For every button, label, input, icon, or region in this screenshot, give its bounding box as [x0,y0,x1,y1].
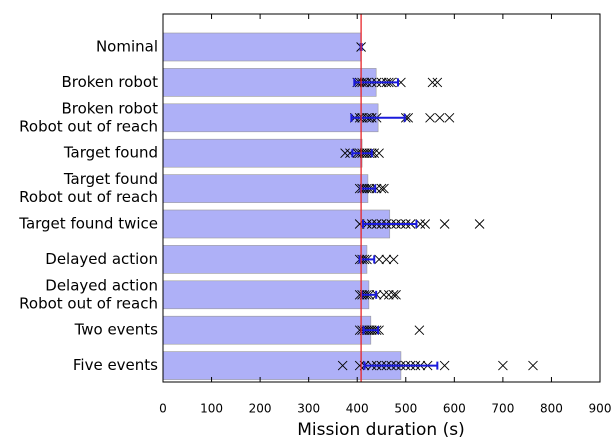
error-bar [350,113,406,122]
y-tick-label: Robot out of reach [19,294,158,312]
point-marker [425,112,435,123]
y-tick-label: Target found [63,170,158,188]
y-tick-label: Robot out of reach [19,188,158,206]
bar [162,174,369,203]
bar [162,245,368,274]
point-marker [376,183,387,194]
y-tick-label: Delayed action [45,250,158,268]
point-marker [439,219,450,229]
point-marker [354,289,365,300]
error-bar [362,326,380,335]
x-tick-label: 800 [540,402,563,416]
error-bar [351,149,373,158]
x-axis-label: Mission duration (s) [297,420,464,439]
point-marker [434,112,445,123]
point-marker [439,360,450,371]
point-marker [374,254,384,265]
x-tick-label: 100 [200,402,223,416]
point-marker [420,219,431,229]
y-tick-label: Broken robot [61,99,158,117]
point-marker [354,360,365,371]
point-marker [388,254,399,265]
error-bar [358,255,376,264]
point-marker [414,325,425,336]
bar [162,103,379,133]
y-tick-label: Robot out of reach [19,117,158,135]
x-tick-label: 500 [394,402,417,416]
point-marker [388,289,399,300]
bar [162,138,363,168]
bar [162,315,372,345]
point-marker [371,183,382,194]
y-tick-label: Nominal [96,38,158,56]
point-marker [379,183,389,194]
y-tick-label: Broken robot [61,73,158,91]
point-marker [374,148,384,159]
plot-frame [162,13,601,383]
point-marker [444,112,455,123]
error-bar [362,220,418,228]
y-tick-label: Delayed action [45,276,158,294]
point-marker [432,77,443,88]
x-tick-label: 900 [589,402,612,416]
error-bar [363,361,439,370]
bar [162,209,391,239]
bar [162,280,370,310]
point-marker [391,289,401,300]
x-tick-label: 600 [443,402,466,416]
y-tick-label: Five events [73,356,158,374]
point-marker [383,289,394,300]
y-tick-label: Target found [63,144,158,162]
point-marker [379,289,389,300]
y-tick-label: Two events [74,321,159,339]
point-marker [337,360,348,371]
point-marker [528,360,538,371]
point-marker [427,77,438,88]
x-tick-label: 300 [297,402,320,416]
x-tick-label: 0 [159,402,167,416]
x-tick-label: 400 [346,402,369,416]
point-marker [340,148,350,159]
point-marker [498,360,508,371]
x-tick-label: 200 [249,402,272,416]
y-tick-label: Target found twice [18,215,158,233]
bar [162,68,377,97]
point-marker [381,254,392,265]
point-marker [474,219,485,229]
point-marker [357,325,367,336]
x-tick-label: 700 [491,402,514,416]
bar [162,32,362,62]
